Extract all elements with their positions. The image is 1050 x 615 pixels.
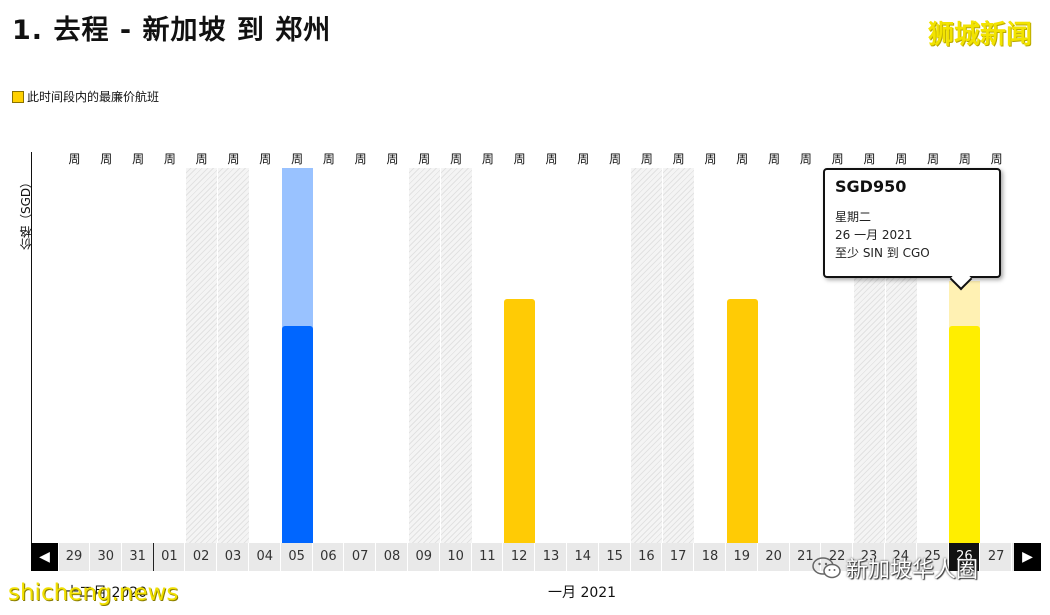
hatched-day-03 xyxy=(218,168,249,543)
price-bar-12[interactable] xyxy=(504,299,536,543)
month-label-dec: 十二月 2020 xyxy=(65,585,148,601)
arrow-right-icon: ▶ xyxy=(1022,549,1033,565)
date-cell-24[interactable]: 24 xyxy=(886,543,917,571)
prev-button[interactable]: ◀ xyxy=(31,543,58,571)
date-cell-27[interactable]: 27 xyxy=(981,543,1013,571)
weekday-label: 周 xyxy=(609,152,622,166)
weekday-label: 周 xyxy=(163,152,176,166)
weekday-label: 周 xyxy=(704,152,717,166)
weekday-label: 周 xyxy=(322,152,335,166)
weekday-label: 周 xyxy=(640,152,653,166)
weekday-label: 周 xyxy=(386,152,399,166)
watermark-logo-top: 狮城新闻 xyxy=(927,20,1032,50)
date-cell-29[interactable]: 29 xyxy=(59,543,90,571)
weekday-label: 周 xyxy=(195,152,208,166)
watermark-wechat: 新加坡华人圈 xyxy=(812,552,978,584)
legend-swatch xyxy=(12,90,24,103)
page-title: 1. 去程 - 新加坡 到 郑州 xyxy=(12,15,332,46)
date-cell-16[interactable]: 16 xyxy=(631,543,663,571)
date-cell-18[interactable]: 18 xyxy=(695,543,726,571)
weekday-label: 周 xyxy=(927,152,940,166)
tooltip-route: 至少 SIN 到 CGO xyxy=(835,246,930,260)
date-cell-26[interactable]: 26 xyxy=(949,543,981,571)
legend-label: 此时间段内的最廉价航班 xyxy=(27,90,160,104)
date-cell-02[interactable]: 02 xyxy=(186,543,218,571)
tooltip-price: SGD950 xyxy=(835,177,907,196)
date-cell-31[interactable]: 31 xyxy=(123,543,154,571)
weekday-label: 周 xyxy=(863,152,876,166)
date-cell-30[interactable]: 30 xyxy=(91,543,122,571)
date-cell-13[interactable]: 13 xyxy=(536,543,567,571)
weekday-label: 周 xyxy=(481,152,494,166)
date-cell-06[interactable]: 06 xyxy=(313,543,345,571)
weekday-label: 周 xyxy=(577,152,590,166)
date-cell-12[interactable]: 12 xyxy=(504,543,536,571)
date-cell-21[interactable]: 21 xyxy=(790,543,822,571)
watermark-wechat-text: 新加坡华人圈 xyxy=(846,558,979,583)
date-cell-20[interactable]: 20 xyxy=(759,543,790,571)
weekday-label: 周 xyxy=(958,152,971,166)
weekday-label: 周 xyxy=(672,152,685,166)
weekday-label: 周 xyxy=(100,152,113,166)
weekday-label: 周 xyxy=(68,152,81,166)
date-cell-07[interactable]: 07 xyxy=(345,543,377,571)
date-cell-05[interactable]: 05 xyxy=(282,543,313,571)
date-cell-08[interactable]: 08 xyxy=(377,543,408,571)
hatched-day-02 xyxy=(186,168,218,543)
weekday-label: 周 xyxy=(259,152,272,166)
price-bar-19[interactable] xyxy=(726,299,758,543)
price-bar-26[interactable] xyxy=(949,325,981,543)
date-cell-15[interactable]: 15 xyxy=(600,543,631,571)
weekday-label: 周 xyxy=(768,152,781,166)
weekday-label: 周 xyxy=(799,152,812,166)
date-cell-11[interactable]: 11 xyxy=(472,543,504,571)
date-cell-10[interactable]: 10 xyxy=(441,543,472,571)
date-cell-09[interactable]: 09 xyxy=(409,543,440,571)
date-cell-04[interactable]: 04 xyxy=(250,543,281,571)
price-bar-05[interactable] xyxy=(281,325,313,543)
hatched-day-09 xyxy=(408,168,440,543)
month-divider xyxy=(153,543,154,571)
weekday-label: 周 xyxy=(513,152,526,166)
weekday-label: 周 xyxy=(354,152,367,166)
weekday-label: 周 xyxy=(831,152,844,166)
date-cell-22[interactable]: 22 xyxy=(822,543,854,571)
watermark-site: shicheng.news xyxy=(8,580,179,606)
date-cell-14[interactable]: 14 xyxy=(568,543,599,571)
date-cell-03[interactable]: 03 xyxy=(218,543,249,571)
tooltip-weekday: 星期二 xyxy=(835,210,872,224)
weekday-label: 周 xyxy=(545,152,558,166)
weekday-label: 周 xyxy=(291,152,304,166)
weekday-label: 周 xyxy=(990,152,1003,166)
date-cell-25[interactable]: 25 xyxy=(918,543,949,571)
date-cell-17[interactable]: 17 xyxy=(663,543,695,571)
y-axis-line xyxy=(31,152,32,545)
hatched-day-17 xyxy=(663,168,695,543)
price-tooltip: SGD950 星期二 26 一月 2021 至少 SIN 到 CGO xyxy=(823,168,1001,278)
legend: 此时间段内的最廉价航班 xyxy=(12,88,159,105)
wechat-icon xyxy=(812,557,841,579)
weekday-label: 周 xyxy=(736,152,749,166)
date-strip: 29 30 31 01 02 03 04 05 06 07 08 09 10 11 12 13 14 15 16 17… xyxy=(59,543,1014,571)
hatched-day-10 xyxy=(440,168,472,543)
date-cell-01[interactable]: 01 xyxy=(154,543,186,571)
weekday-label: 周 xyxy=(227,152,240,166)
month-label-jan: 一月 2021 xyxy=(548,585,617,601)
weekday-label: 周 xyxy=(132,152,145,166)
date-cell-23[interactable]: 23 xyxy=(854,543,885,571)
date-cell-19[interactable]: 19 xyxy=(727,543,758,571)
weekday-label: 周 xyxy=(895,152,908,166)
weekday-label: 周 xyxy=(418,152,431,166)
next-button[interactable]: ▶ xyxy=(1014,543,1041,571)
weekday-label: 周 xyxy=(450,152,463,166)
hatched-day-16 xyxy=(631,168,663,543)
tooltip-date: 26 一月 2021 xyxy=(835,228,913,242)
arrow-left-icon: ◀ xyxy=(39,549,50,565)
